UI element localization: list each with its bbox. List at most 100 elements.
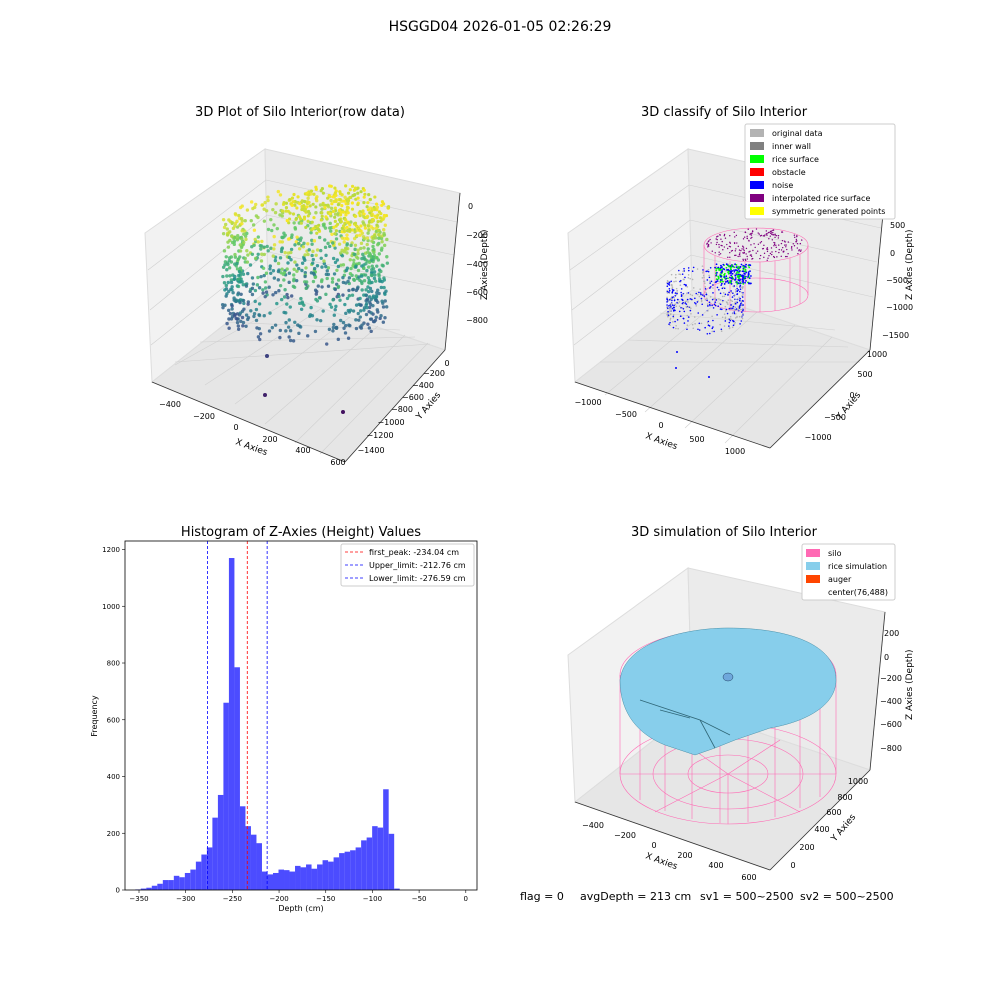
raw-point [322,261,327,266]
classify-point [732,305,735,308]
raw-point [306,214,310,218]
histogram-bar [311,868,318,890]
classify-point [717,275,720,278]
raw-point [320,211,324,215]
raw-point [250,292,255,297]
classify-point [734,236,736,238]
classify-point [731,308,733,311]
raw-point [362,212,366,216]
classify-point [751,230,754,232]
classify-point [710,242,712,244]
classify-point [769,235,771,237]
x-tick-label: −250 [223,895,242,903]
raw-point [266,195,270,199]
classify-tick-labels: −1000 −500 0 500 1000 −1000 −500 0 500 1000 −1500 −… [574,221,913,456]
classify-point [682,293,685,296]
raw-point [277,289,281,293]
classify-point [682,270,684,273]
raw-point [295,269,299,273]
raw-point [260,252,264,256]
raw-point [378,316,382,321]
classify-point [669,317,672,320]
raw-point [346,237,350,241]
raw-point [361,209,365,213]
classify-point [671,296,674,299]
classify-point [800,249,802,251]
classify-point [778,244,780,246]
raw-point [292,273,296,277]
classify-point [684,302,687,304]
classify-point [714,301,717,304]
raw-point [241,298,246,303]
raw-point [354,255,359,259]
classify-point [734,291,737,293]
raw-point [362,266,366,271]
raw-point [297,247,302,251]
raw-point [224,255,228,259]
raw-point [258,332,263,336]
classify-point [698,329,701,331]
raw-point [286,261,290,265]
raw-point [293,260,297,264]
footer-sv1: sv1 = 500~2500 [700,890,794,903]
raw-point [310,220,314,224]
raw-point [222,249,227,253]
raw-point [352,252,356,256]
classify-point [795,238,798,241]
tick-label: −1000 [804,433,831,442]
raw-point [308,314,312,318]
histogram-bar [217,794,224,890]
classify-point [666,301,668,303]
raw-point [314,196,318,201]
raw-point [279,249,284,254]
histogram-bar [372,826,378,890]
raw-point [306,196,310,200]
raw-point [354,214,358,218]
legend-swatch [750,207,764,215]
classify-point [712,292,714,294]
raw-point [345,242,349,246]
y-tick-label: 200 [107,830,120,838]
classify-point [768,255,770,257]
raw-point [356,202,360,207]
classify-point [668,323,670,326]
raw-point [377,236,381,241]
raw-point [304,210,308,214]
raw-point [292,192,296,197]
raw-point [333,260,338,265]
classify-point [714,252,716,254]
classify-point [666,296,668,299]
classify-point [729,268,732,271]
raw-point [370,267,374,272]
classify-point [770,230,773,232]
raw-point [318,318,323,323]
raw-point [359,309,363,313]
raw-point [224,294,228,298]
classify-point [676,319,679,321]
raw-point [351,287,355,292]
raw-point [322,259,326,263]
raw-point [263,286,268,290]
histogram-bar [355,847,362,890]
legend-swatch [750,142,764,150]
raw-point [367,309,371,314]
raw-point [221,274,225,279]
raw-point [286,251,291,255]
raw-point [238,205,243,210]
classify-point [737,305,740,308]
raw-point [259,247,263,251]
raw-point [317,235,322,240]
raw-point [283,288,287,292]
raw-point [385,255,389,259]
raw-outlier-point [263,393,267,397]
raw-point [363,226,367,230]
classify-point [695,305,698,307]
classify-point [676,301,678,304]
raw-point [256,335,261,339]
tick-label: −600 [880,720,902,729]
raw-point [316,227,320,231]
raw-point [364,312,369,317]
raw-point [240,229,244,233]
classify-point [687,267,690,269]
classify-point [734,302,737,305]
